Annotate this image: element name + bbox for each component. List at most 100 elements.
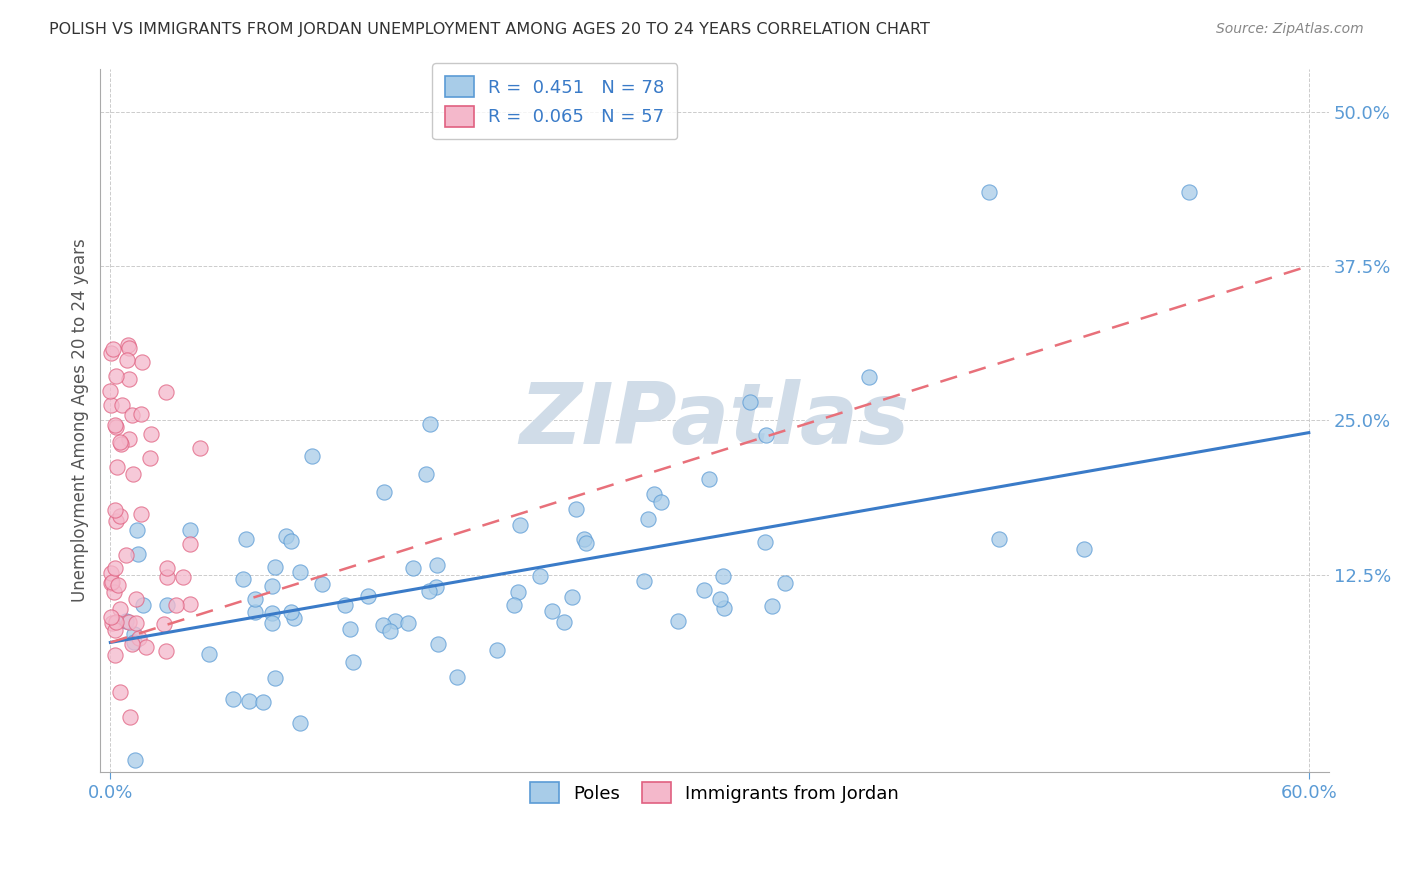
Point [280,534,302,549]
Point [105,460,128,475]
Point [565,502,588,516]
Point [243,605,266,619]
Point [415,467,437,481]
Point [357,589,380,603]
Point [139,450,162,465]
Point [342,656,364,670]
Point [118,341,141,355]
Point [107,578,129,592]
Point [125,523,148,537]
Point [179,537,201,551]
Point [283,611,305,625]
Point [987,532,1010,546]
Point [262,606,284,620]
Point [650,494,672,508]
Point [263,559,285,574]
Point [858,370,880,384]
Point [979,185,1001,199]
Point [103,417,125,432]
Point [100,346,122,360]
Point [1178,185,1201,199]
Point [222,692,245,706]
Point [418,584,440,599]
Point [333,598,356,612]
Point [509,517,531,532]
Point [425,580,447,594]
Point [131,355,153,369]
Text: POLISH VS IMMIGRANTS FROM JORDAN UNEMPLOYMENT AMONG AGES 20 TO 24 YEARS CORRELAT: POLISH VS IMMIGRANTS FROM JORDAN UNEMPLO… [49,22,931,37]
Point [118,433,141,447]
Point [738,394,761,409]
Point [190,442,212,456]
Point [172,570,194,584]
Point [132,598,155,612]
Point [426,558,449,572]
Point [396,615,419,630]
Point [637,512,659,526]
Point [373,618,395,632]
Point [128,631,150,645]
Point [117,338,139,352]
Point [100,576,122,591]
Point [104,514,127,528]
Text: Source: ZipAtlas.com: Source: ZipAtlas.com [1216,22,1364,37]
Point [115,548,138,562]
Point [402,561,425,575]
Point [127,547,149,561]
Point [111,399,134,413]
Point [120,709,142,723]
Point [129,507,152,521]
Point [643,487,665,501]
Point [529,569,551,583]
Point [122,635,145,649]
Point [153,617,176,632]
Point [104,503,127,517]
Point [232,572,254,586]
Point [110,602,132,616]
Point [122,627,145,641]
Point [572,532,595,546]
Point [125,615,148,630]
Point [155,644,177,658]
Point [666,615,689,629]
Point [100,609,122,624]
Point [485,643,508,657]
Point [713,601,735,615]
Point [121,637,143,651]
Point [122,467,145,481]
Point [339,622,361,636]
Point [110,437,132,451]
Point [633,574,655,588]
Point [139,426,162,441]
Point [198,647,221,661]
Point [103,585,125,599]
Point [155,384,177,399]
Point [446,670,468,684]
Point [100,398,122,412]
Point [553,615,575,629]
Point [105,615,128,630]
Point [125,591,148,606]
Point [156,570,179,584]
Point [105,420,128,434]
Point [693,583,716,598]
Point [100,566,122,580]
Point [104,648,127,662]
Point [252,695,274,709]
Point [103,342,125,356]
Point [108,435,131,450]
Point [561,591,583,605]
Point [575,535,598,549]
Y-axis label: Unemployment Among Ages 20 to 24 years: Unemployment Among Ages 20 to 24 years [72,238,89,602]
Point [419,417,441,431]
Point [115,615,138,629]
Point [378,624,401,638]
Point [108,508,131,523]
Text: ZIPatlas: ZIPatlas [519,379,910,462]
Point [260,579,283,593]
Point [101,615,124,630]
Point [709,591,731,606]
Point [288,565,311,579]
Point [274,529,297,543]
Point [711,569,734,583]
